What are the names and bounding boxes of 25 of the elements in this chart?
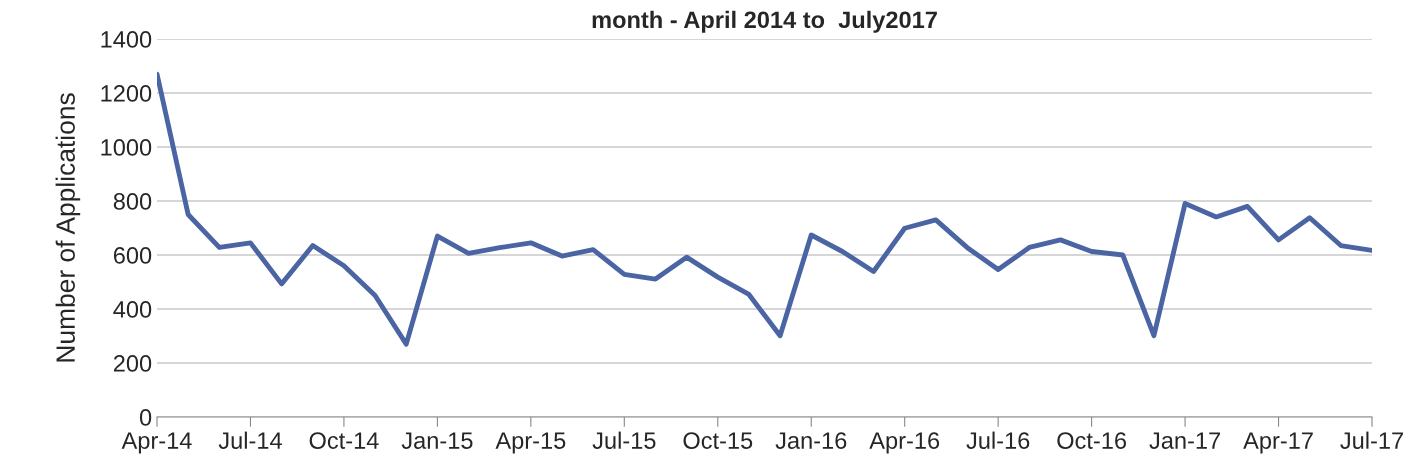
x-tick-label: Oct-14 xyxy=(309,432,379,449)
x-tick-label: Jan-17 xyxy=(1149,432,1220,449)
line-series xyxy=(157,71,1372,347)
x-tick-label: Jul-15 xyxy=(592,431,656,449)
chart-title: month - April 2014 to July2017 xyxy=(592,10,937,33)
y-tick-label: 400 xyxy=(113,301,152,318)
x-tick-label: Apr-15 xyxy=(495,432,566,454)
x-tick-label: Jul-17 xyxy=(1340,431,1403,449)
x-tick-label: Oct-15 xyxy=(683,432,753,449)
y-tick-label: 600 xyxy=(113,247,152,264)
x-tick-label: Jul-14 xyxy=(218,431,282,449)
y-tick-label: 200 xyxy=(113,355,152,372)
y-tick-label: 800 xyxy=(113,193,152,210)
x-tick-label: Apr-16 xyxy=(869,432,940,454)
y-tick-label: 1400 xyxy=(101,31,152,48)
y-axis-title: Number of Applications xyxy=(55,93,81,362)
x-tick-label: Jan-16 xyxy=(775,432,847,449)
x-tick-label: Apr-17 xyxy=(1243,432,1313,454)
y-tick-label: 0 xyxy=(139,409,152,426)
y-tick-label: 1000 xyxy=(101,139,152,156)
y-tick-label: 1200 xyxy=(101,85,152,102)
x-tick-label: Apr-14 xyxy=(121,432,192,454)
x-tick-label: Jul-16 xyxy=(966,431,1030,449)
x-tick-label: Oct-16 xyxy=(1057,432,1127,449)
x-tick-label: Jan-15 xyxy=(401,432,473,449)
